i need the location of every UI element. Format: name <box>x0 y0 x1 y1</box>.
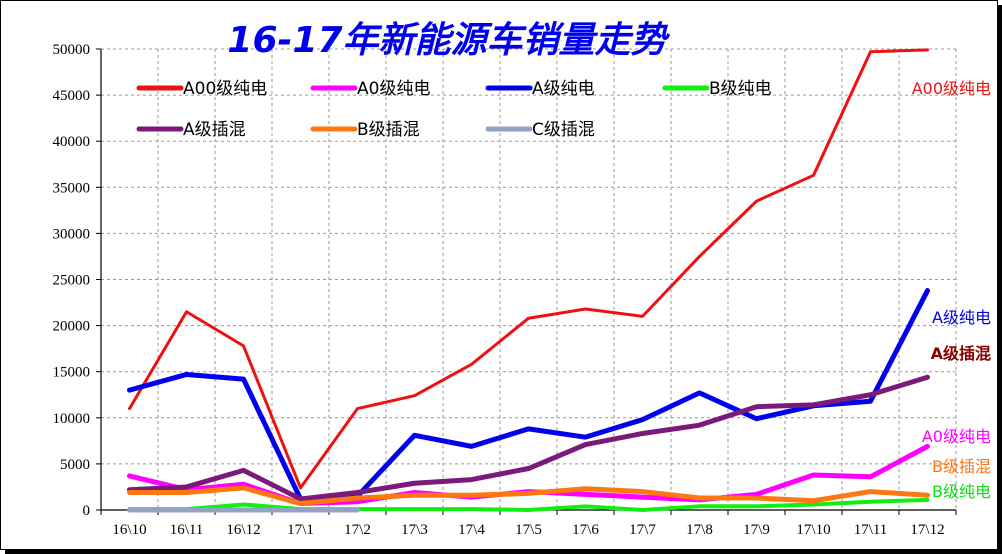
series-end-label: A00级纯电 <box>912 79 991 98</box>
legend: A00级纯电 A0级纯电 A级纯电 B级纯电 A级插混 B级插混 C级插混 <box>136 79 772 140</box>
x-tick-label: 17\4 <box>458 522 485 538</box>
y-tick-label: 30000 <box>53 226 91 242</box>
x-tick-label: 17\6 <box>572 522 599 538</box>
axes: 0 5000 10000 15000 20000 25000 30000 35000 40000… <box>53 42 957 538</box>
legend-label: B级插混 <box>357 120 420 140</box>
series-end-label: B级插混 <box>932 457 991 476</box>
x-tick-label: 17\9 <box>743 522 770 538</box>
series-end-label: B级纯电 <box>932 482 991 501</box>
y-tick-label: 10000 <box>53 411 91 427</box>
series-end-label: A级插混 <box>931 344 991 363</box>
y-tick-label: 15000 <box>53 365 91 381</box>
y-tick-label: 0 <box>83 503 91 519</box>
x-tick-label: 16\11 <box>170 522 204 538</box>
x-tick-label: 17\3 <box>401 522 428 538</box>
gridlines <box>101 48 957 510</box>
x-tick-label: 17\7 <box>629 522 656 538</box>
legend-label: B级纯电 <box>709 79 772 99</box>
x-tick-label: 16\12 <box>226 522 260 538</box>
x-tick-label: 16\10 <box>112 522 146 538</box>
legend-label: A00级纯电 <box>183 79 267 99</box>
y-tick-label: 50000 <box>53 42 91 58</box>
x-tick-label: 17\5 <box>515 522 542 538</box>
x-tick-label: 17\11 <box>854 522 888 538</box>
y-tick-label: 35000 <box>53 180 91 196</box>
series-end-label: A0级纯电 <box>922 427 991 446</box>
y-tick-label: 25000 <box>53 273 91 289</box>
x-tick-label: 17\12 <box>910 522 944 538</box>
x-tick-label: 17\10 <box>796 522 830 538</box>
x-tick-label: 17\8 <box>686 522 713 538</box>
x-tick-label: 17\1 <box>287 522 314 538</box>
legend-label: C级插混 <box>532 120 595 140</box>
y-tick-label: 5000 <box>60 457 90 473</box>
y-tick-label: 45000 <box>53 88 91 104</box>
series-end-labels: A00级纯电 A0级纯电 A级纯电 B级纯电 A级插混 B级插混 <box>912 79 991 501</box>
x-tick-label: 17\2 <box>344 522 371 538</box>
series-lines <box>127 48 930 513</box>
series-end-label: A级纯电 <box>932 308 991 327</box>
chart-title: 16-17年新能源车销量走势 <box>227 20 670 61</box>
legend-label: A级纯电 <box>532 79 595 99</box>
legend-label: A级插混 <box>183 120 246 140</box>
y-tick-label: 20000 <box>53 319 91 335</box>
legend-label: A0级纯电 <box>357 79 430 99</box>
y-tick-label: 40000 <box>53 134 91 150</box>
